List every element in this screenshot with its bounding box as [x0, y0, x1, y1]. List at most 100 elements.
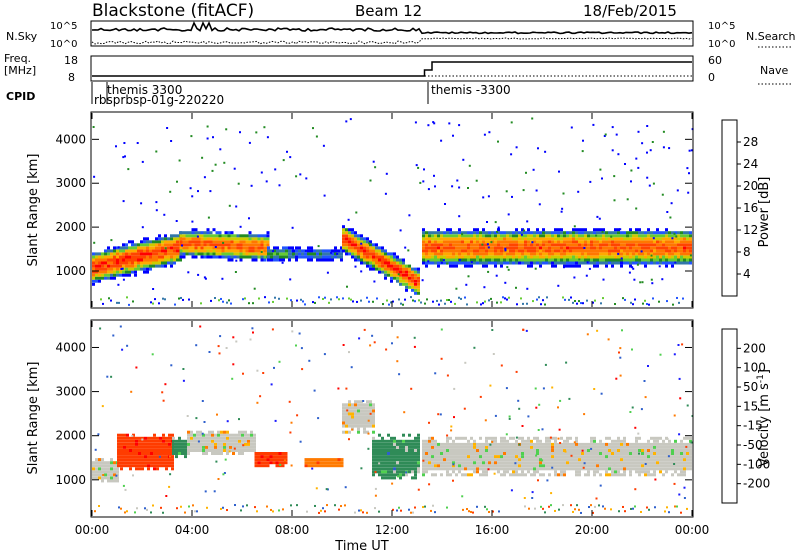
power-cell-257 — [164, 243, 167, 247]
velocity-cell-102 — [126, 449, 129, 452]
power-cell-1600 — [593, 246, 596, 250]
power-cell-1060 — [455, 237, 458, 241]
power-cell-363 — [194, 228, 198, 232]
power-cell-344 — [191, 255, 195, 259]
power-cell-968 — [434, 261, 437, 265]
velocity-cell-372 — [217, 452, 220, 455]
power-cell-362 — [194, 231, 198, 235]
power-cell-1755 — [632, 246, 635, 250]
power-cell-1056 — [455, 249, 458, 253]
velocity-cell-1652 — [632, 449, 635, 452]
velocity-speckle-255 — [218, 352, 221, 355]
velocity-speckle-134 — [199, 325, 202, 328]
power-cell-108 — [122, 255, 125, 259]
power-cell-1739 — [629, 258, 632, 262]
power-cell-212 — [152, 258, 155, 262]
power-cell-240 — [161, 264, 164, 268]
velocity-cell-204 — [153, 436, 156, 440]
power-cell-1399 — [542, 234, 545, 238]
power-cell-181 — [143, 255, 146, 259]
velocity-cell-1398 — [563, 455, 566, 459]
power-cell-180 — [143, 258, 146, 262]
velocity-ground-136 — [136, 507, 138, 510]
velocity-cell-1815 — [677, 458, 680, 462]
velocity-ground-632 — [632, 507, 634, 510]
velocity-cell-1382 — [560, 467, 563, 471]
power-cell-376 — [200, 243, 204, 247]
power-cell-280 — [170, 234, 173, 238]
velocity-cell-487 — [266, 455, 270, 459]
power-cell-590 — [276, 258, 279, 262]
velocity-cell-1612 — [620, 439, 623, 443]
power-cell-1718 — [623, 252, 626, 256]
velocity-speckle-169 — [403, 411, 406, 414]
power-cell-1267 — [509, 246, 512, 250]
velocity-speckle-117 — [391, 342, 393, 345]
velocity-cell-412 — [232, 442, 235, 446]
power-ground-350 — [350, 298, 352, 301]
velocity-cell-1583 — [614, 455, 617, 459]
velocity-cell-1025 — [464, 452, 467, 455]
power-cell-619 — [292, 249, 295, 253]
velocity-cell-243 — [165, 452, 168, 455]
power-cell-1199 — [491, 243, 494, 247]
power-cell-1098 — [467, 264, 470, 268]
power-cell-52 — [107, 270, 110, 274]
power-cell-1439 — [554, 255, 557, 259]
power-cell-1335 — [527, 249, 530, 253]
power-cell-145 — [131, 240, 134, 244]
velocity-cell-1573 — [611, 449, 614, 452]
power-cell-178 — [143, 264, 146, 268]
power-cell-575 — [266, 231, 270, 235]
power-cell-898 — [411, 282, 414, 286]
power-cell-203 — [149, 258, 152, 262]
power-cell-1906 — [671, 246, 674, 250]
power-cell-666 — [328, 252, 331, 256]
power-ground-594 — [594, 299, 596, 302]
power-cell-1652 — [605, 240, 608, 244]
velocity-cell-489 — [269, 461, 273, 465]
velocity-cell-641 — [369, 424, 372, 428]
power-cell-1945 — [683, 261, 686, 265]
velocity-cell-1569 — [611, 461, 614, 465]
velocity-cell-1343 — [548, 445, 551, 449]
power-cell-818 — [384, 267, 387, 271]
velocity-cell-594 — [354, 418, 357, 422]
power-cell-1424 — [551, 264, 554, 268]
velocity-cell-1695 — [644, 455, 647, 459]
velocity-cell-701 — [381, 461, 384, 465]
power-cell-560 — [263, 252, 267, 256]
power-cell-1614 — [596, 243, 599, 247]
velocity-cell-156 — [141, 455, 144, 459]
power-speckle-230 — [535, 189, 538, 192]
power-ground-544 — [544, 303, 546, 306]
power-cell-71 — [113, 276, 116, 280]
power-ground-218 — [218, 299, 220, 302]
power-cell-1589 — [590, 243, 593, 247]
power-cell-556 — [260, 237, 264, 241]
power-cell-210 — [152, 264, 155, 268]
velocity-cell-740 — [390, 467, 393, 471]
power-speckle-268 — [282, 159, 285, 162]
power-cell-806 — [381, 270, 384, 274]
power-cell-1856 — [659, 255, 662, 259]
velocity-speckle-83 — [619, 356, 622, 359]
velocity-cell-629 — [363, 406, 366, 410]
velocity-cell-708 — [381, 439, 384, 443]
velocity-cell-413 — [232, 439, 235, 443]
velocity-cell-1053 — [473, 467, 476, 471]
velocity-ground-534 — [534, 507, 536, 510]
velocity-cell-918 — [434, 452, 437, 455]
power-speckle-318 — [687, 191, 690, 194]
velocity-cell-734 — [387, 442, 390, 446]
velocity-cell-97 — [126, 464, 129, 468]
power-speckle-204 — [286, 150, 288, 153]
power-cell-443 — [221, 234, 225, 238]
power-speckle-18 — [689, 254, 692, 257]
power-cell-1972 — [689, 246, 692, 250]
power-speckle-273 — [117, 283, 120, 286]
power-speckle-31 — [483, 133, 486, 136]
power-speckle-52 — [455, 287, 458, 290]
power-cell-1132 — [473, 231, 476, 235]
power-cell-1676 — [611, 237, 614, 241]
